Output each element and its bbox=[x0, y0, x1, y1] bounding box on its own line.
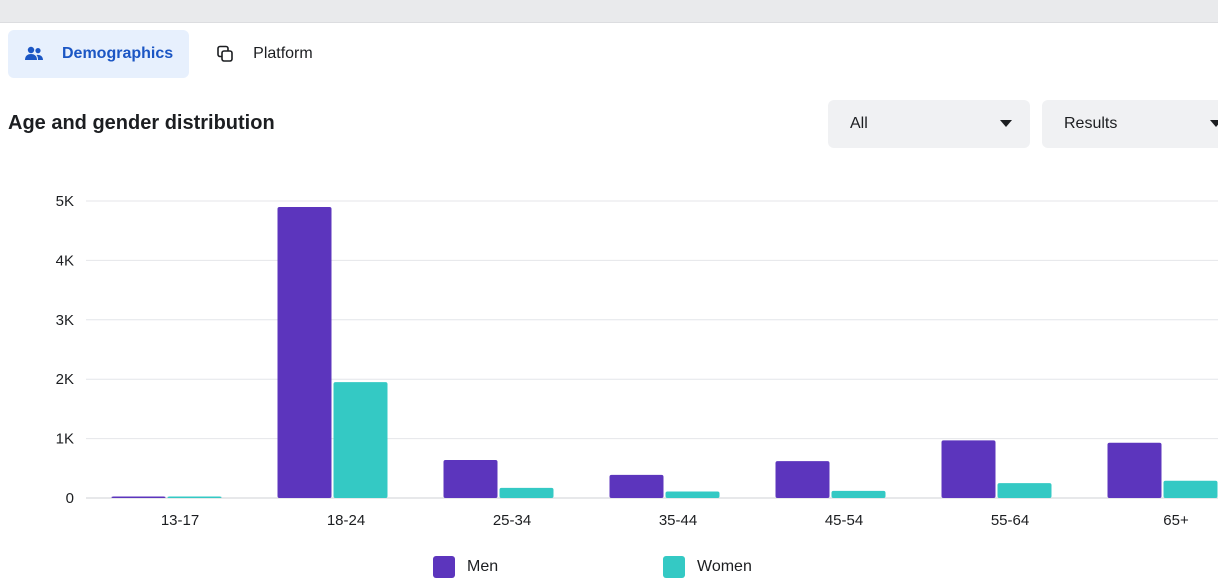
bar-women-65+[interactable] bbox=[1163, 480, 1218, 498]
bar-men-13-17[interactable] bbox=[111, 496, 166, 499]
bar-men-55-64[interactable] bbox=[941, 440, 996, 498]
x-tick-label: 45-54 bbox=[825, 512, 863, 529]
caret-down-icon bbox=[1000, 120, 1012, 127]
devices-icon bbox=[215, 44, 235, 64]
people-icon bbox=[24, 44, 44, 64]
bar-men-18-24[interactable] bbox=[277, 206, 332, 498]
x-tick-label: 55-64 bbox=[991, 512, 1029, 529]
bar-women-18-24[interactable] bbox=[333, 382, 388, 498]
tab-bar: Demographics Platform bbox=[8, 30, 329, 78]
y-tick-label: 2K bbox=[56, 371, 74, 388]
bar-chart: 0 1K 2K 3K 4K 5K 13-17 18-24 25-34 35-44 45-54 55-6… bbox=[56, 193, 1218, 529]
legend-swatch-men bbox=[433, 556, 455, 578]
bar-women-55-64[interactable] bbox=[997, 483, 1052, 498]
legend-label-men: Men bbox=[467, 558, 499, 575]
chart-legend: Men Women bbox=[0, 556, 1218, 583]
y-tick-label: 3K bbox=[56, 312, 74, 329]
chart-title: Age and gender distribution bbox=[8, 112, 275, 134]
x-tick-label: 18-24 bbox=[327, 512, 365, 529]
metric-dropdown[interactable]: Results bbox=[1042, 100, 1218, 148]
bar-women-35-44[interactable] bbox=[665, 491, 720, 498]
x-tick-label: 35-44 bbox=[659, 512, 697, 529]
y-tick-label: 4K bbox=[56, 252, 74, 269]
legend-label-women: Women bbox=[697, 558, 752, 575]
x-tick-label: 13-17 bbox=[161, 512, 199, 529]
top-strip bbox=[0, 0, 1218, 23]
bar-men-35-44[interactable] bbox=[609, 474, 664, 498]
bar-men-65+[interactable] bbox=[1107, 442, 1162, 498]
audience-dropdown[interactable]: All bbox=[828, 100, 1030, 148]
y-tick-label: 5K bbox=[56, 193, 74, 210]
x-tick-label: 65+ bbox=[1163, 512, 1189, 529]
tab-platform[interactable]: Platform bbox=[199, 30, 329, 78]
bar-men-25-34[interactable] bbox=[443, 459, 498, 498]
caret-down-icon bbox=[1210, 120, 1218, 127]
legend-item-men[interactable]: Men bbox=[433, 556, 498, 578]
bar-women-25-34[interactable] bbox=[499, 487, 554, 498]
tab-demographics-label: Demographics bbox=[62, 45, 174, 62]
y-tick-label: 1K bbox=[56, 431, 74, 448]
tab-platform-label: Platform bbox=[253, 45, 313, 62]
bar-men-45-54[interactable] bbox=[775, 461, 830, 498]
bar-women-45-54[interactable] bbox=[831, 490, 886, 498]
legend-item-women[interactable]: Women bbox=[663, 556, 752, 578]
legend-swatch-women bbox=[663, 556, 685, 578]
metric-dropdown-value: Results bbox=[1064, 115, 1118, 132]
tab-demographics[interactable]: Demographics bbox=[8, 30, 190, 78]
x-tick-label: 25-34 bbox=[493, 512, 531, 529]
audience-dropdown-value: All bbox=[850, 115, 868, 132]
y-tick-label: 0 bbox=[66, 490, 74, 507]
bar-women-13-17[interactable] bbox=[167, 496, 222, 499]
